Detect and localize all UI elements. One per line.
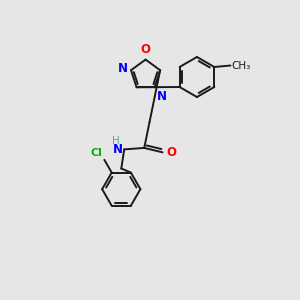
Text: N: N bbox=[118, 62, 128, 75]
Text: O: O bbox=[141, 43, 151, 56]
Text: O: O bbox=[166, 146, 176, 159]
Text: N: N bbox=[157, 90, 167, 103]
Text: N: N bbox=[113, 143, 123, 156]
Text: H: H bbox=[112, 136, 120, 146]
Text: Cl: Cl bbox=[90, 148, 102, 158]
Text: CH₃: CH₃ bbox=[232, 61, 251, 70]
